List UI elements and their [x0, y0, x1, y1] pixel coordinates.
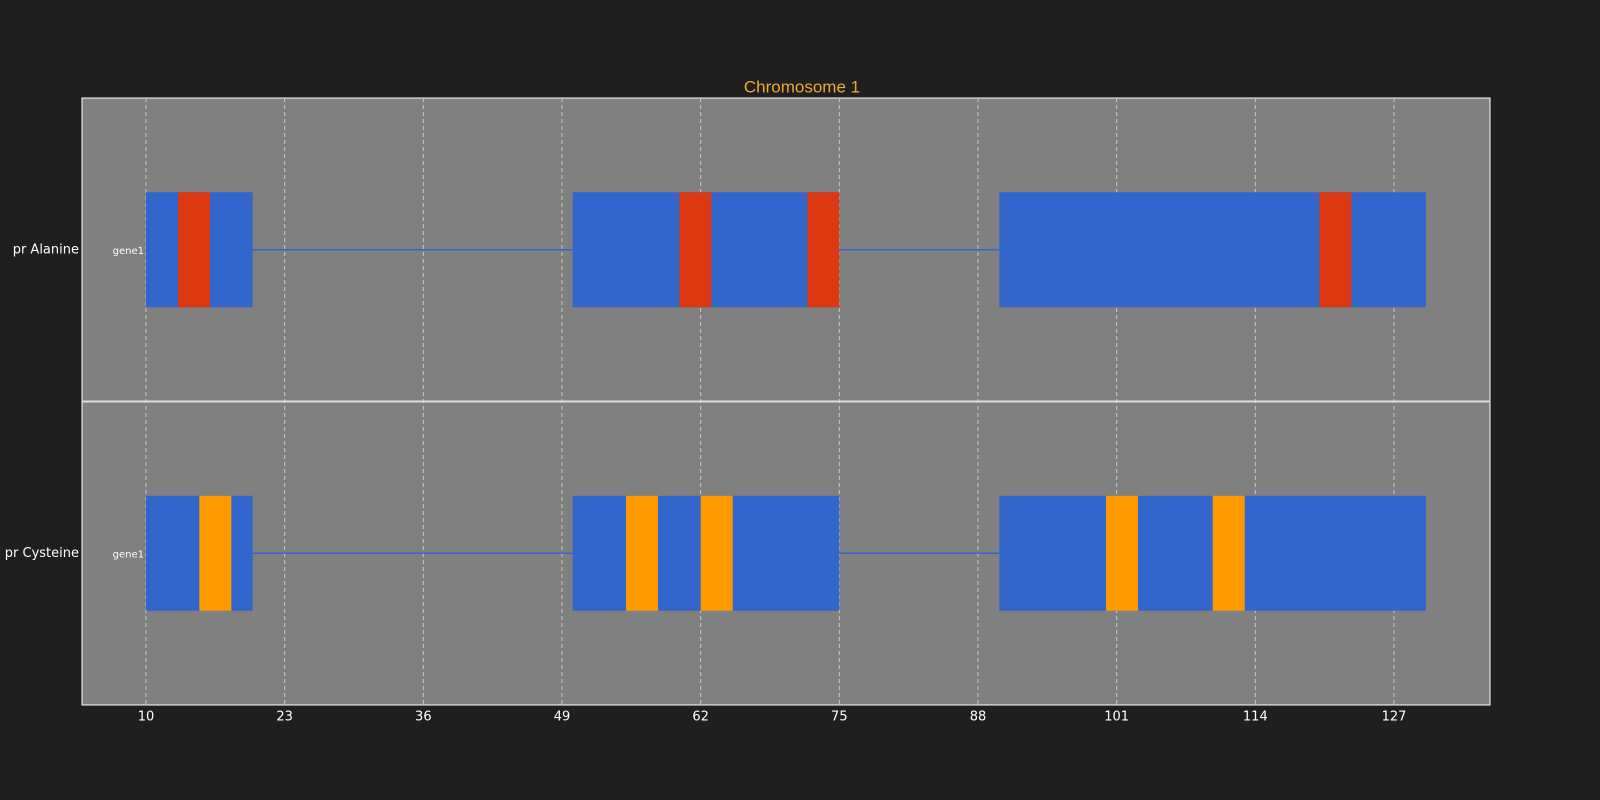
- x-tick-label: 10: [138, 710, 155, 725]
- track-label: pr Alanine: [13, 242, 79, 257]
- feature: [178, 192, 210, 308]
- feature: [1106, 495, 1138, 611]
- feature: [679, 192, 712, 308]
- x-tick-label: 127: [1382, 710, 1407, 725]
- chart-title: Chromosome 1: [744, 77, 860, 96]
- exon: [999, 192, 1426, 308]
- x-tick-label: 23: [276, 710, 293, 725]
- x-tick-label: 62: [692, 710, 709, 725]
- x-tick-label: 49: [554, 710, 571, 725]
- feature: [1319, 192, 1352, 308]
- x-tick-label: 88: [970, 710, 987, 725]
- x-tick-label: 114: [1243, 710, 1268, 725]
- x-tick-label: 75: [831, 710, 848, 725]
- feature: [199, 495, 232, 611]
- x-tick-label: 36: [415, 710, 432, 725]
- track-label: pr Cysteine: [5, 546, 79, 561]
- feature: [700, 495, 733, 611]
- feature: [807, 192, 840, 308]
- gene-label: gene1: [113, 549, 144, 560]
- feature: [1212, 495, 1245, 611]
- gene-label: gene1: [113, 246, 144, 257]
- x-tick-label: 101: [1104, 710, 1129, 725]
- feature: [626, 495, 658, 611]
